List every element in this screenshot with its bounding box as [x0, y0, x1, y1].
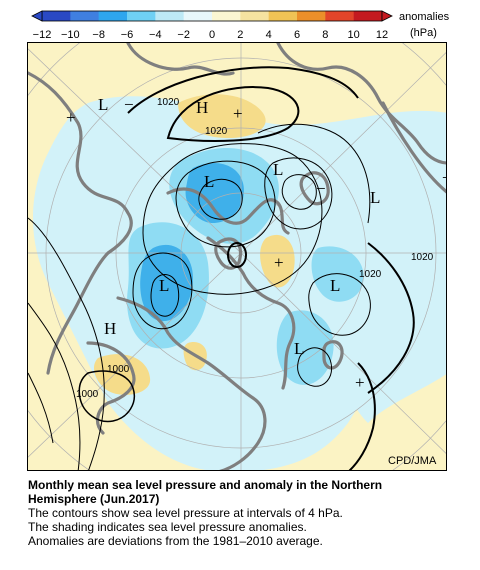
anomaly-minus-marker: −	[124, 95, 134, 114]
low-pressure-label: L	[273, 160, 283, 179]
caption-text-line-2: The shading indicates sea level pressure…	[28, 520, 307, 534]
colorbar-cells	[41, 10, 383, 22]
colorbar-tick-label: 12	[376, 29, 388, 41]
colorbar-label-units-name: anomalies	[399, 11, 450, 23]
anomaly-plus-marker: +	[66, 108, 76, 127]
colorbar-tick-label: 6	[294, 29, 300, 41]
low-pressure-label: L	[159, 276, 169, 295]
high-pressure-label: H	[104, 319, 116, 338]
colorbar-cell	[155, 11, 184, 21]
contour-value-label: 1000	[107, 364, 130, 375]
high-pressure-label: H	[196, 98, 208, 117]
colorbar-tick-label: −12	[33, 29, 52, 41]
colorbar-tick-label: 4	[266, 29, 272, 41]
low-pressure-label: L	[204, 172, 214, 191]
caption-title-line-1: Monthly mean sea level pressure and anom…	[28, 478, 383, 492]
colorbar-cell	[212, 11, 241, 21]
shading-positive-north	[178, 94, 266, 138]
shading-positive-south	[93, 354, 151, 395]
credit-label: CPD/JMA	[388, 455, 437, 467]
colorbar-cell	[127, 11, 156, 21]
colorbar-tick-label: −4	[149, 29, 162, 41]
shading-negative-pacific	[276, 310, 334, 385]
colorbar-cell	[268, 11, 298, 21]
colorbar-tick-label: 8	[322, 29, 328, 41]
colorbar-ticks: −12 −10 −8 −6 −4 −2 0 2 4 6 8 10 12	[33, 29, 388, 41]
contour-value-label: 1020	[411, 252, 434, 263]
colorbar-tick-label: −10	[61, 29, 80, 41]
anomaly-plus-marker: +	[233, 104, 243, 123]
colorbar-tick-label: −8	[92, 29, 105, 41]
colorbar-cell	[70, 11, 99, 21]
colorbar-cell	[353, 11, 383, 21]
colorbar-tick-label: 2	[237, 29, 243, 41]
graticule	[28, 43, 446, 470]
low-pressure-label: L	[294, 339, 304, 358]
figure-caption: Monthly mean sea level pressure and anom…	[28, 478, 468, 548]
low-pressure-label: L	[370, 188, 380, 207]
colorbar-left-arrow	[31, 10, 43, 22]
shading-positive-center	[260, 234, 295, 288]
shading-strong-negative-center	[185, 163, 244, 223]
colorbar-cell	[98, 11, 128, 21]
anomaly-plus-marker: +	[355, 373, 365, 392]
isobars	[28, 66, 415, 470]
low-pressure-label: L	[98, 95, 108, 114]
caption-title-line-2: Hemisphere (Jun.2017)	[28, 492, 160, 506]
caption-text-line-3: Anomalies are deviations from the 1981–2…	[28, 534, 323, 548]
colorbar-tick-label: −6	[121, 29, 134, 41]
colorbar-tick-label: −2	[177, 29, 190, 41]
caption-text-line-1: The contours show sea level pressure at …	[28, 506, 343, 520]
map-panel: L H + − + L L L − + L + L L H + 1020 102…	[27, 42, 447, 471]
coastlines	[28, 43, 446, 470]
contour-value-label: 1020	[205, 126, 228, 137]
low-pressure-label: L	[330, 276, 340, 295]
contour-value-label: 1020	[359, 269, 382, 280]
anomaly-plus-marker: +	[442, 168, 447, 187]
colorbar-cell	[42, 11, 71, 21]
contour-value-label: 1000	[76, 389, 99, 400]
colorbar-cell	[325, 11, 354, 21]
shading-negative-east	[344, 193, 446, 423]
colorbar-right-arrow	[381, 10, 393, 22]
contour-value-label: 1020	[157, 97, 180, 108]
colorbar-tick-label: 0	[209, 29, 215, 41]
colorbar-tick-label: 10	[348, 29, 360, 41]
colorbar-cell	[183, 11, 213, 21]
anomaly-colorbar: −12 −10 −8 −6 −4 −2 0 2 4 6 8 10 12 anomalies (hPa)	[31, 10, 450, 41]
anomaly-plus-marker: +	[274, 253, 284, 272]
colorbar-cell	[297, 11, 326, 21]
anomaly-minus-marker: −	[316, 179, 326, 198]
colorbar-cell	[240, 11, 269, 21]
colorbar-label-units: (hPa)	[410, 27, 437, 39]
polar-stereographic-map: L H + − + L L L − + L + L L H + 1020 102…	[28, 43, 447, 470]
